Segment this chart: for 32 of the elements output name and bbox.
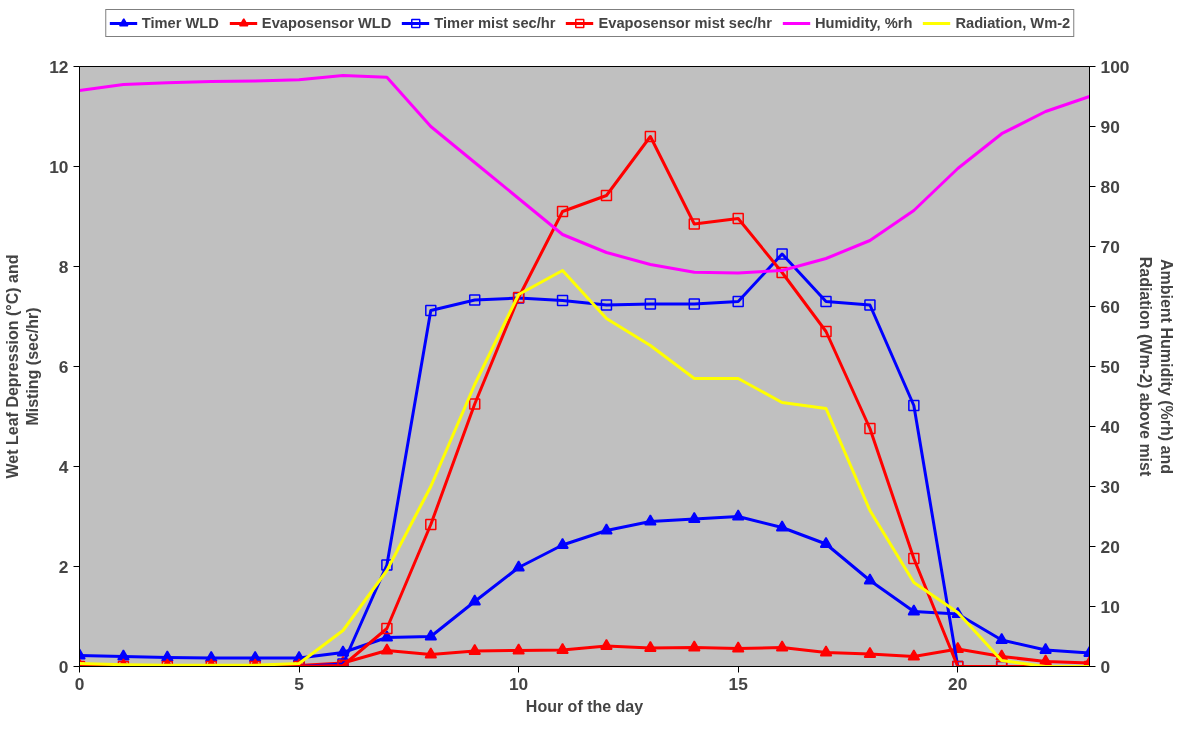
y2-tick-label: 70	[1100, 236, 1120, 257]
legend-label: Evaposensor WLD	[261, 15, 392, 31]
legend-label: Timer mist sec/hr	[434, 15, 556, 31]
y2-tick-label: 50	[1100, 356, 1120, 377]
y2-tick-label: 100	[1100, 56, 1130, 77]
y2-tick-label: 0	[1100, 656, 1111, 677]
x-tick-label: 15	[728, 673, 749, 694]
y-tick-label: 6	[58, 356, 69, 377]
x-axis-title: Hour of the day	[525, 697, 644, 715]
y-axis-title: Wet Leaf Depression (°C) and Misting (sec/hr)	[3, 254, 42, 479]
y2-axis-title: Ambient Humidity (%rh) and Radiation (Wm-2) above mist	[1137, 256, 1175, 477]
y2-tick-label: 10	[1100, 596, 1120, 617]
y2-tick-label: 80	[1100, 176, 1120, 197]
y-tick-label: 0	[58, 656, 69, 677]
y-tick-label: 10	[49, 156, 69, 177]
y-tick-label: 12	[49, 56, 69, 77]
y2-tick-label: 40	[1100, 416, 1120, 437]
y2-tick-label: 20	[1100, 536, 1120, 557]
y-tick-label: 4	[58, 456, 69, 477]
y2-tick-label: 60	[1100, 296, 1120, 317]
x-tick-label: 10	[508, 673, 529, 694]
legend-label: Evaposensor mist sec/hr	[598, 15, 772, 31]
y2-tick-label: 90	[1100, 116, 1120, 137]
legend-label: Radiation, Wm-2	[955, 15, 1071, 31]
y-tick-label: 2	[58, 556, 69, 577]
legend-label: Timer WLD	[141, 15, 219, 31]
y-tick-label: 8	[58, 256, 69, 277]
y2-tick-label: 30	[1100, 476, 1120, 497]
x-tick-label: 5	[294, 673, 305, 694]
x-tick-label: 0	[74, 673, 85, 694]
legend-label: Humidity, %rh	[814, 15, 913, 31]
x-tick-label: 20	[948, 673, 968, 694]
